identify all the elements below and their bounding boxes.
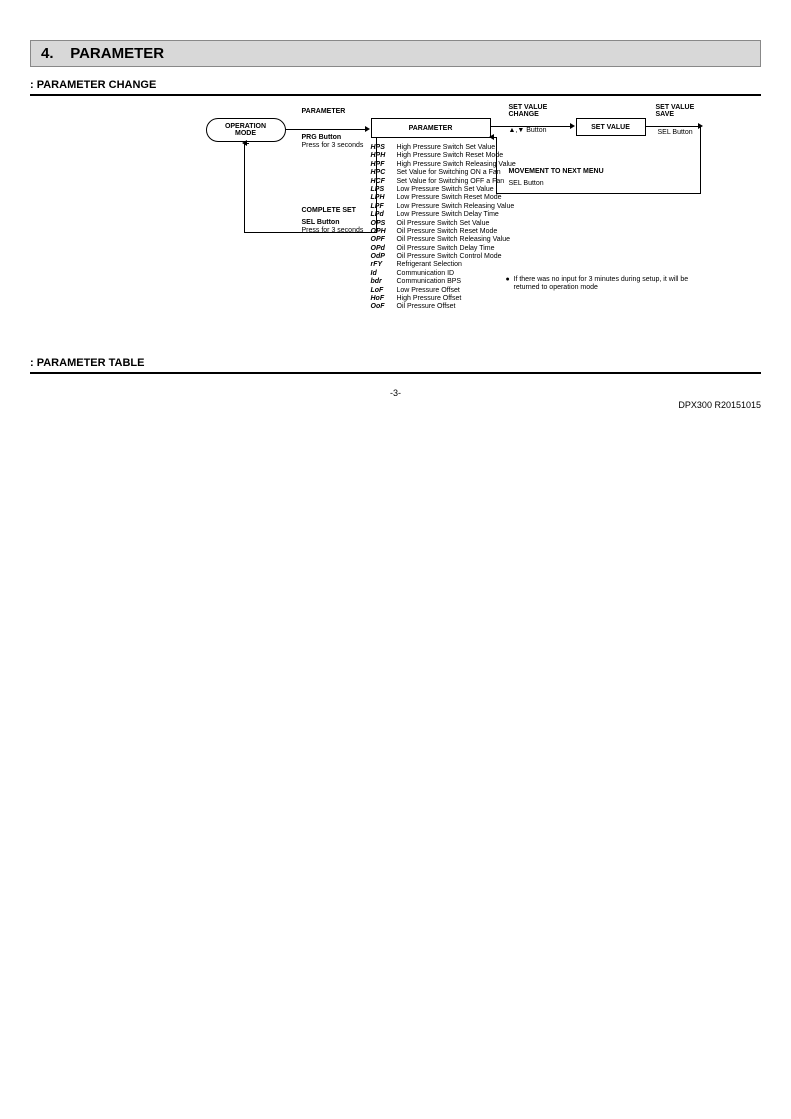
dg-code-row: OPSOil Pressure Switch Set Value	[371, 220, 586, 228]
dg-code-row: rFYRefrigerant Selection	[371, 261, 586, 269]
dg-code-row: HoFHigh Pressure Offset	[371, 295, 586, 303]
dg-sel-btn2: SEL Button	[658, 129, 693, 136]
dg-code-row: LoFLow Pressure Offset	[371, 287, 586, 295]
dg-code-row: HPCSet Value for Switching ON a Fan	[371, 169, 586, 177]
dg-code-row: HCFSet Value for Switching OFF a Fan	[371, 178, 586, 186]
subheader-table: : PARAMETER TABLE	[30, 357, 761, 374]
dg-setval-change: SET VALUECHANGE	[509, 104, 548, 118]
dg-connector	[491, 137, 496, 138]
section-header: 4. PARAMETER	[30, 40, 761, 67]
dg-connector	[496, 193, 701, 194]
dg-setvalue-box: SET VALUE	[576, 118, 646, 136]
dg-code-row: LPHLow Pressure Switch Reset Mode	[371, 194, 586, 202]
dg-connector	[376, 138, 377, 233]
dg-code-row: bdrCommunication BPS	[371, 278, 586, 286]
page-number: -3-	[30, 388, 761, 398]
dg-parameter-box: PARAMETER	[371, 118, 491, 138]
dg-connector	[496, 137, 497, 194]
subheader-change: : PARAMETER CHANGE	[30, 79, 761, 96]
dg-connector	[646, 126, 701, 127]
section-num: 4.	[41, 45, 54, 62]
dg-parameter-label: PARAMETER	[302, 108, 346, 115]
dg-setval-save: SET VALUESAVE	[656, 104, 695, 118]
dg-code-row: OPFOil Pressure Switch Releasing Value	[371, 236, 586, 244]
dg-codes-list: HPSHigh Pressure Switch Set ValueHPHHigh…	[371, 144, 586, 312]
dg-sel-btn: SEL ButtonPress for 3 seconds	[302, 219, 364, 236]
dg-connector	[244, 143, 249, 144]
dg-code-row: OdPOil Pressure Switch Control Mode	[371, 253, 586, 261]
section-title: PARAMETER	[70, 45, 164, 62]
dg-code-row: LPFLow Pressure Switch Releasing Value	[371, 203, 586, 211]
dg-connector	[244, 143, 245, 233]
dg-connector	[700, 126, 701, 194]
footer-rev: DPX300 R20151015	[30, 400, 761, 410]
dg-connector	[244, 232, 377, 233]
dg-code-row: HPSHigh Pressure Switch Set Value	[371, 144, 586, 152]
dg-connector	[491, 126, 573, 127]
dg-code-row: OPdOil Pressure Switch Delay Time	[371, 245, 586, 253]
dg-complete-set: COMPLETE SET	[302, 207, 356, 214]
dg-code-row: LPdLow Pressure Switch Delay Time	[371, 211, 586, 219]
dg-ab-btn: ▲,▼ Button	[509, 127, 547, 134]
dg-code-row: HPHHigh Pressure Switch Reset Mode	[371, 152, 586, 160]
dg-prg-btn: PRG ButtonPress for 3 seconds	[302, 134, 364, 151]
dg-connector	[286, 129, 368, 130]
parameter-diagram: OPERATIONMODE PARAMETER PARAMETER PRG Butto…	[76, 104, 716, 339]
dg-operation-mode: OPERATIONMODE	[206, 118, 286, 142]
dg-code-row: IdCommunication ID	[371, 270, 586, 278]
dg-code-row: OoFOil Pressure Offset	[371, 303, 586, 311]
dg-code-row: OPHOil Pressure Switch Reset Mode	[371, 228, 586, 236]
dg-code-row: HPFHigh Pressure Switch Releasing Value	[371, 161, 586, 169]
